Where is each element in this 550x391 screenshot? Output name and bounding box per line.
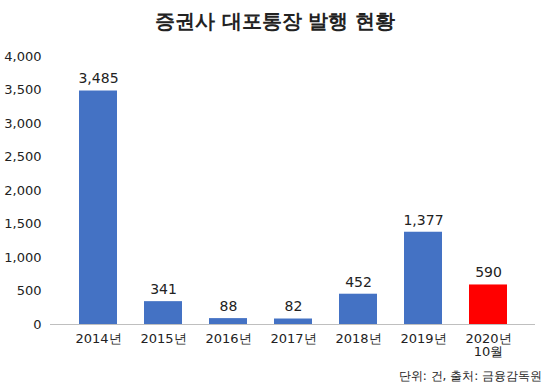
svg-text:500: 500 xyxy=(17,283,42,298)
svg-text:2014년: 2014년 xyxy=(75,331,121,346)
svg-text:1,500: 1,500 xyxy=(4,216,41,231)
svg-text:3,500: 3,500 xyxy=(4,82,41,97)
html-text:단위: 건, 출처: 금융감독원: 단위: 건, 출처: 금융감독원 xyxy=(398,369,542,383)
svg-text:341: 341 xyxy=(150,281,177,297)
svg-text:2020년10월: 2020년10월 xyxy=(465,331,511,359)
svg-text:2018년: 2018년 xyxy=(335,331,381,346)
svg-text:2016년: 2016년 xyxy=(205,331,251,346)
svg-text:2019년: 2019년 xyxy=(400,331,446,346)
html-text:증권사 대포통장 발행 현황: 증권사 대포통장 발행 현황 xyxy=(154,9,396,33)
svg-text:82: 82 xyxy=(285,298,303,314)
svg-text:2015년: 2015년 xyxy=(140,331,186,346)
svg-text:1,377: 1,377 xyxy=(403,212,443,228)
svg-text:88: 88 xyxy=(220,298,238,314)
svg-text:4,000: 4,000 xyxy=(4,49,41,64)
svg-text:2,500: 2,500 xyxy=(4,149,41,164)
svg-text:590: 590 xyxy=(475,264,502,280)
svg-text:2,000: 2,000 xyxy=(4,183,41,198)
svg-text:1,000: 1,000 xyxy=(4,250,41,265)
svg-text:452: 452 xyxy=(345,274,372,290)
svg-text:0: 0 xyxy=(33,317,41,332)
svg-text:3,485: 3,485 xyxy=(78,70,118,86)
svg-text:3,000: 3,000 xyxy=(4,116,41,131)
svg-text:2017년: 2017년 xyxy=(270,331,316,346)
